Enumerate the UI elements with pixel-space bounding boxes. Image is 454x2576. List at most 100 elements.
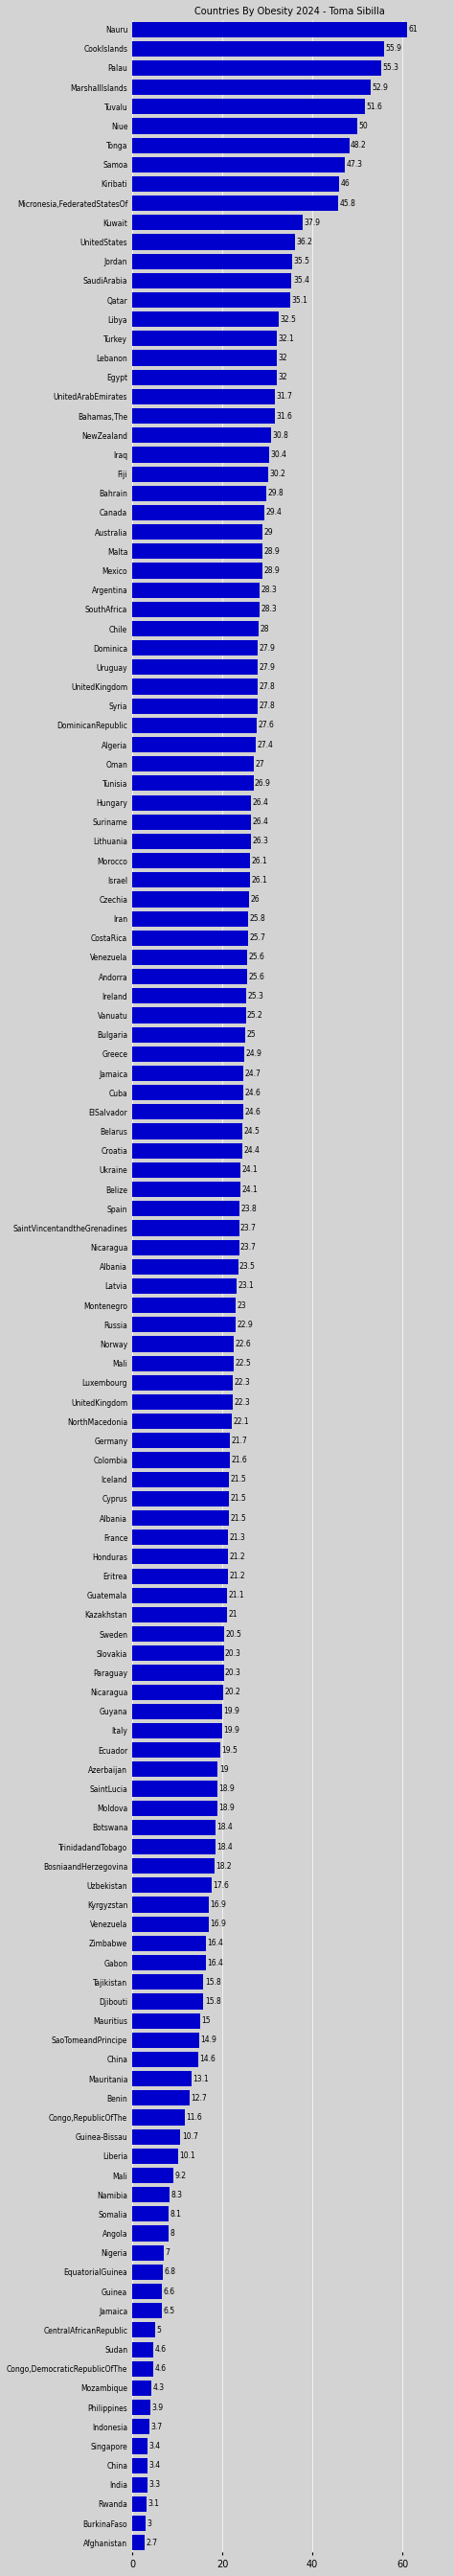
Text: 23.8: 23.8 [241,1206,257,1213]
Text: 18.4: 18.4 [217,1824,232,1832]
Bar [133,1819,215,1834]
Bar [133,330,277,345]
Text: 4.6: 4.6 [154,2365,166,2372]
Text: 18.2: 18.2 [216,1862,232,1870]
Text: 21.5: 21.5 [231,1476,247,1484]
Text: 29.4: 29.4 [266,507,282,518]
Text: 22.1: 22.1 [233,1417,249,1425]
Bar [133,2208,169,2223]
Text: 46: 46 [340,180,350,188]
Text: 35.1: 35.1 [291,296,308,304]
Text: 13.1: 13.1 [192,2074,209,2084]
Text: 15.8: 15.8 [205,1978,221,1986]
Text: 21.3: 21.3 [230,1533,246,1540]
Text: 28.3: 28.3 [261,605,277,613]
Bar [133,505,265,520]
Text: 21.5: 21.5 [231,1494,247,1502]
Text: 52.9: 52.9 [372,82,388,93]
Bar [133,1066,243,1082]
Text: 3: 3 [147,2519,152,2527]
Bar [133,2050,198,2066]
Text: 31.7: 31.7 [276,392,292,402]
Bar [133,853,250,868]
Text: 55.9: 55.9 [385,44,401,54]
Bar [133,796,251,811]
Text: 26.1: 26.1 [251,855,267,866]
Text: 6.5: 6.5 [163,2306,175,2316]
Text: 23.7: 23.7 [240,1224,257,1231]
Text: 21.1: 21.1 [229,1592,245,1600]
Text: 26.4: 26.4 [252,799,269,806]
Text: 36.2: 36.2 [296,237,313,247]
Bar [133,1162,241,1177]
Bar [133,603,260,618]
Bar [133,2362,153,2378]
Bar [133,446,269,464]
Bar [133,582,260,598]
Bar [133,641,258,657]
Bar [133,368,276,384]
Bar [133,1955,206,1971]
Bar [133,719,257,734]
Text: 30.8: 30.8 [272,430,288,440]
Text: 25.7: 25.7 [249,933,266,943]
Bar [133,1548,228,1564]
Bar [133,1994,203,2009]
Bar [133,1723,222,1739]
Text: 21.6: 21.6 [231,1455,247,1463]
Text: 24.1: 24.1 [242,1167,258,1175]
Bar [133,428,271,443]
Bar [133,1376,233,1391]
Bar [133,1646,224,1662]
Text: 28.9: 28.9 [264,546,280,556]
Bar [133,175,339,191]
Text: 16.4: 16.4 [207,1940,224,1947]
Text: 35.4: 35.4 [293,276,309,286]
Bar [133,951,247,966]
Text: 45.8: 45.8 [340,198,356,209]
Text: 20.5: 20.5 [226,1631,242,1638]
Bar [133,137,349,152]
Bar [133,1123,242,1139]
Text: 51.6: 51.6 [366,103,382,111]
Text: 3.4: 3.4 [149,2460,161,2470]
Bar [133,1741,220,1757]
Bar [133,621,258,636]
Text: 28.3: 28.3 [261,585,277,595]
Text: 12.7: 12.7 [191,2094,207,2102]
Text: 21.2: 21.2 [229,1571,245,1579]
Text: 3.1: 3.1 [148,2499,159,2509]
Bar [133,2128,181,2143]
Text: 22.6: 22.6 [236,1340,252,1347]
Text: 22.3: 22.3 [234,1378,250,1386]
Text: 23: 23 [237,1301,247,1309]
Text: 48.2: 48.2 [350,142,367,149]
Text: 50: 50 [359,121,368,131]
Text: 4.3: 4.3 [153,2383,165,2393]
Text: 29: 29 [264,528,273,536]
Text: 8.3: 8.3 [171,2190,183,2200]
Text: 22.9: 22.9 [237,1321,253,1329]
Text: 16.4: 16.4 [207,1958,224,1968]
Bar [133,291,290,307]
Bar [133,1935,206,1950]
Bar [133,1144,242,1159]
Bar [133,1492,229,1507]
Text: 32.5: 32.5 [280,314,296,325]
Text: 27.8: 27.8 [259,683,275,690]
Bar [133,1028,245,1043]
Text: 22.5: 22.5 [235,1360,251,1368]
Bar [133,2478,147,2494]
Bar [133,737,256,752]
Text: 16.9: 16.9 [210,1919,226,1929]
Text: 21.5: 21.5 [231,1515,247,1522]
Text: 19.9: 19.9 [223,1726,239,1736]
Bar [133,407,275,422]
Bar [133,41,384,57]
Text: 20.2: 20.2 [225,1687,241,1698]
Bar [133,2264,163,2280]
Bar [133,1510,229,1525]
Bar [133,1685,223,1700]
Text: 23.5: 23.5 [239,1262,256,1270]
Text: 30.2: 30.2 [270,469,286,479]
